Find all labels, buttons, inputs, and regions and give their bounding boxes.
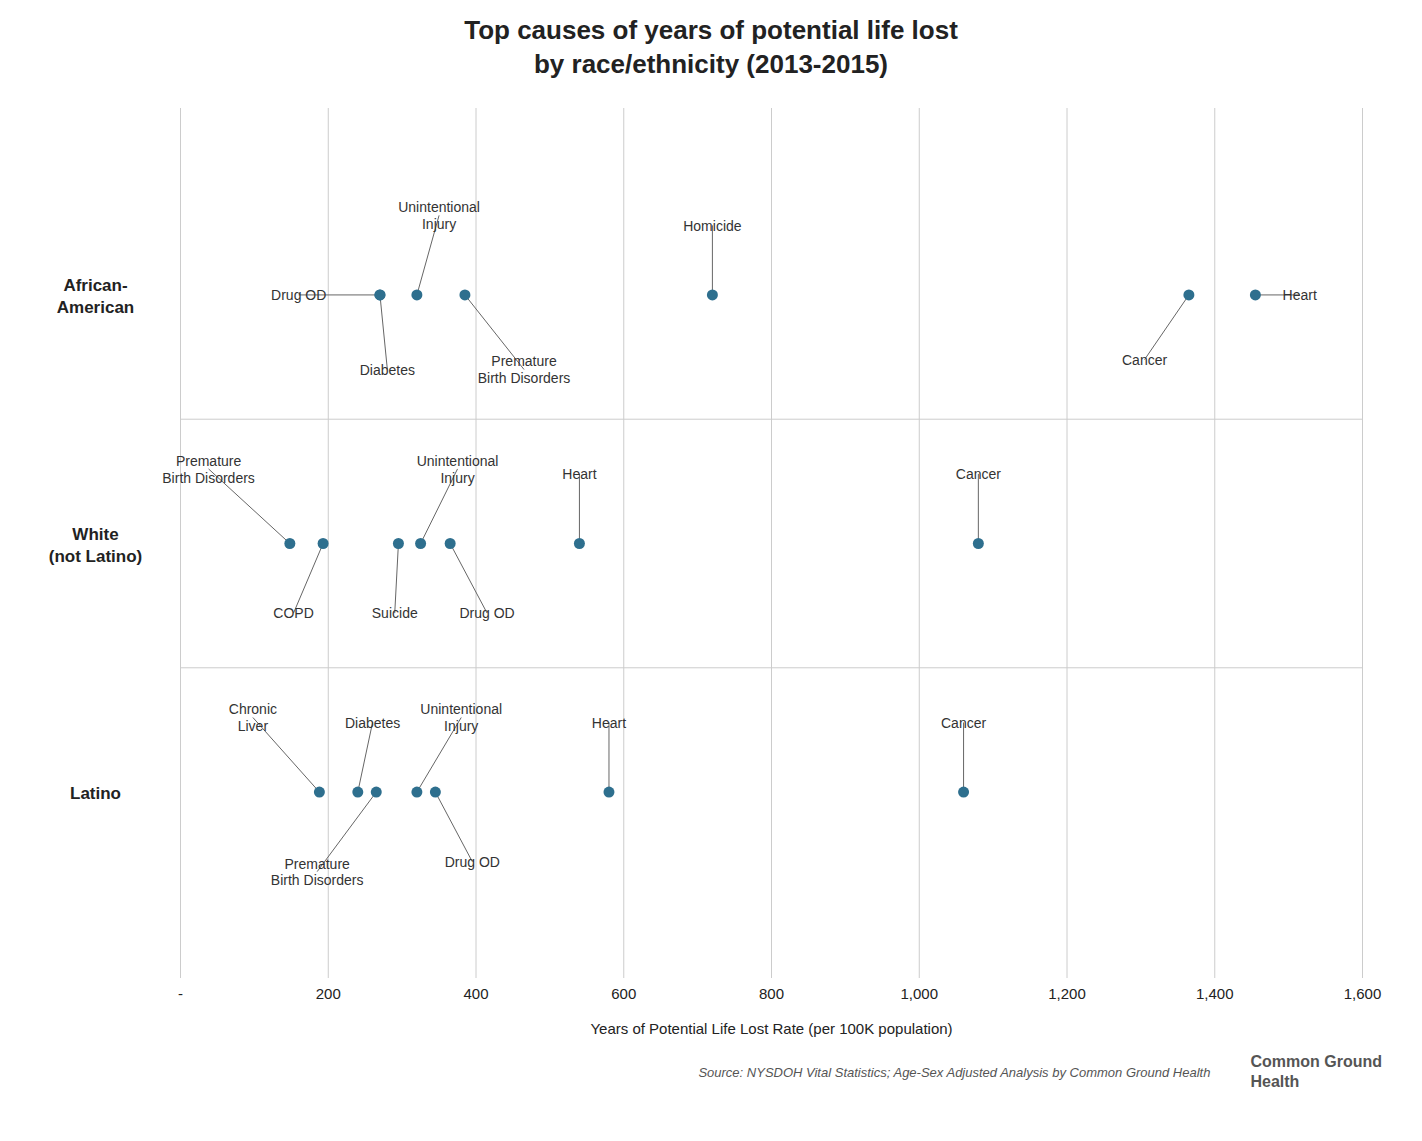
html-text:Source: NYSDOH Vital Statistic: Source: NYSDOH Vital Statistics; Age-Sex… xyxy=(698,1064,1211,1080)
svg-text:800: 800 xyxy=(759,985,784,1002)
svg-text:Homicide: Homicide xyxy=(683,217,742,233)
svg-text:Cancer: Cancer xyxy=(1122,352,1167,368)
svg-text:-: - xyxy=(178,985,183,1002)
svg-text:400: 400 xyxy=(463,985,488,1002)
svg-text:Drug OD: Drug OD xyxy=(445,854,500,870)
svg-text:PrematureBirth Disorders: PrematureBirth Disorders xyxy=(162,452,255,485)
svg-text:UnintentionalInjury: UnintentionalInjury xyxy=(420,701,502,734)
svg-text:1,200: 1,200 xyxy=(1048,985,1086,1002)
svg-text:1,000: 1,000 xyxy=(900,985,938,1002)
svg-text:Years of Potential Life Lost R: Years of Potential Life Lost Rate (per 1… xyxy=(590,1019,952,1036)
svg-text:Heart: Heart xyxy=(592,714,626,730)
svg-text:COPD: COPD xyxy=(273,605,313,621)
svg-text:White(not Latino): White(not Latino) xyxy=(49,524,142,565)
svg-text:Drug OD: Drug OD xyxy=(271,287,326,303)
svg-text:Suicide: Suicide xyxy=(372,605,418,621)
svg-text:Heart: Heart xyxy=(562,466,596,482)
svg-text:1,600: 1,600 xyxy=(1344,985,1382,1002)
svg-text:UnintentionalInjury: UnintentionalInjury xyxy=(398,199,480,232)
svg-text:PrematureBirth Disorders: PrematureBirth Disorders xyxy=(271,855,364,888)
svg-text:Latino: Latino xyxy=(70,784,121,803)
svg-text:1,400: 1,400 xyxy=(1196,985,1234,1002)
svg-text:African-American: African-American xyxy=(57,276,134,317)
svg-text:Diabetes: Diabetes xyxy=(360,361,415,377)
svg-text:Diabetes: Diabetes xyxy=(345,714,400,730)
svg-text:UnintentionalInjury: UnintentionalInjury xyxy=(417,452,499,485)
svg-text:Cancer: Cancer xyxy=(941,714,986,730)
html-text:Common Ground Health: Common Ground Health xyxy=(1250,1052,1382,1091)
svg-text:200: 200 xyxy=(316,985,341,1002)
svg-text:Heart: Heart xyxy=(1283,287,1317,303)
svg-text:PrematureBirth Disorders: PrematureBirth Disorders xyxy=(478,353,571,386)
svg-text:ChronicLiver: ChronicLiver xyxy=(229,701,277,734)
svg-text:Cancer: Cancer xyxy=(956,466,1001,482)
html-text:Top causes of years of potenti: Top causes of years of potential life lo… xyxy=(464,15,958,79)
svg-text:600: 600 xyxy=(611,985,636,1002)
svg-text:Drug OD: Drug OD xyxy=(459,605,514,621)
